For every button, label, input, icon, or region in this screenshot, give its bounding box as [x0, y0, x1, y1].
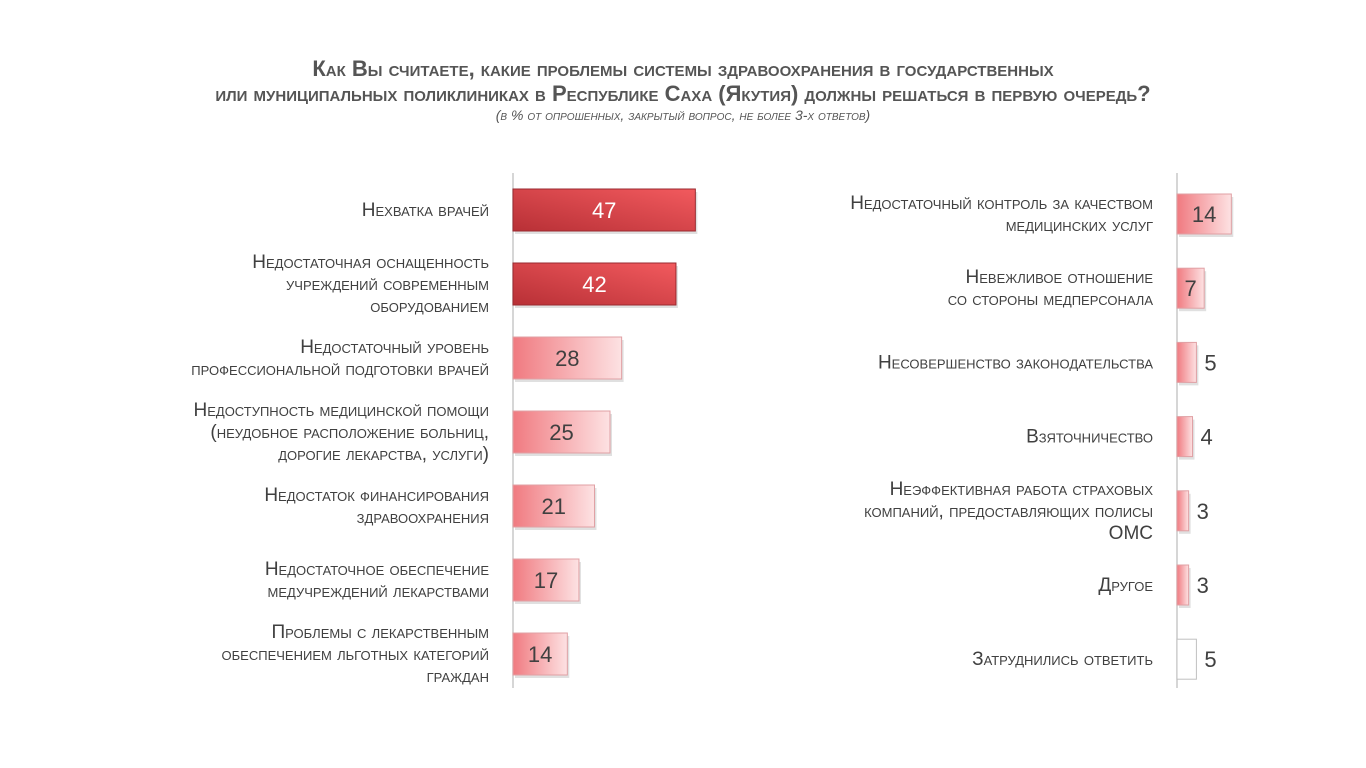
left-bar-1: [512, 188, 696, 232]
right-bar-4: [1176, 416, 1194, 458]
right-bar-3: [1176, 341, 1197, 383]
right-category-label-1: Недостаточный контроль за качеством медиц…: [850, 193, 1153, 236]
right-category-label-4: Взяточничество: [1026, 427, 1153, 448]
right-category-label-line: компаний, предоставляющих полисы: [864, 501, 1153, 522]
left-category-label-line: Нехватка врачей: [362, 200, 489, 221]
right-category-label-line: медицинских услуг: [1006, 215, 1153, 236]
right-category-label-line: Недостаточный контроль за качеством: [850, 193, 1153, 214]
right-category-label-line: Несовершенство законодательства: [878, 352, 1153, 373]
right-value-label-1: 14: [1192, 202, 1216, 227]
left-value-label-3: 28: [555, 346, 579, 371]
left-category-label-line: Проблемы с лекарственным: [272, 622, 490, 643]
right-value-label-2: 7: [1184, 276, 1196, 301]
right-category-label-line: Затруднились ответить: [972, 649, 1153, 670]
left-value-label-2: 42: [582, 272, 606, 297]
left-bar-6: [512, 558, 580, 602]
left-category-label-line: (неудобное расположение больниц,: [210, 422, 489, 443]
right-value-label-5: 3: [1197, 499, 1209, 524]
left-category-label-line: Недоступность медицинской помощи: [194, 400, 490, 421]
right-category-label-6: Другое: [1098, 575, 1153, 596]
left-category-label-line: Недостаточное обеспечение: [265, 559, 490, 580]
left-category-label-line: Недостаток финансирования: [264, 485, 489, 506]
left-category-label-line: Недостаточная оснащенность: [252, 252, 489, 273]
right-value-label-7: 5: [1204, 647, 1216, 672]
left-category-label-3: Недостаточный уровень профессиональной по…: [191, 337, 489, 380]
left-category-label-line: Недостаточный уровень: [300, 337, 489, 358]
left-value-label-4: 25: [549, 420, 573, 445]
chart-title-line-2: или муниципальных поликлиниках в Республ…: [215, 81, 1151, 106]
left-value-label-5: 21: [541, 494, 565, 519]
right-bar-1: [1176, 193, 1232, 235]
left-category-label-line: здравоохранения: [357, 507, 489, 528]
left-category-label-2: Недостаточная оснащенность учреждений сов…: [252, 252, 489, 317]
right-category-label-2: Невежливое отношение со стороны медперсон…: [948, 267, 1154, 310]
left-category-label-4: Недоступность медицинской помощи (неудобн…: [194, 400, 490, 465]
right-bar-2: [1176, 267, 1205, 309]
right-bar-chart: 14 Недостаточный контроль за качеством мед…: [850, 173, 1234, 688]
right-category-label-7: Затруднились ответить: [972, 649, 1153, 670]
left-category-label-line: оборудованием: [370, 296, 489, 317]
right-bar-7: [1176, 638, 1197, 680]
chart-title-block: Как Вы считаете, какие проблемы системы …: [0, 56, 1366, 124]
chart-title-line-1: Как Вы считаете, какие проблемы системы …: [312, 56, 1054, 81]
left-category-label-line: граждан: [427, 666, 489, 687]
left-category-label-line: учреждений современным: [286, 274, 489, 295]
right-category-label-line: Неэффективная работа страховых: [890, 479, 1154, 500]
left-value-label-6: 17: [534, 568, 558, 593]
right-value-label-3: 5: [1204, 350, 1216, 375]
right-category-label-line: Взяточничество: [1026, 427, 1153, 448]
right-value-label-6: 3: [1197, 573, 1209, 598]
left-category-label-line: медучреждений лекарствами: [268, 581, 490, 602]
left-category-label-6: Недостаточное обеспечение медучреждений л…: [265, 559, 490, 602]
left-bar-chart: 47 Нехватка врачей 42 Недостаточная оснащен…: [191, 173, 698, 688]
left-category-label-5: Недостаток финансирования здравоохранения: [264, 485, 489, 528]
right-category-label-line: ОМС: [1109, 523, 1153, 544]
right-category-label-line: Другое: [1098, 575, 1153, 596]
left-value-label-1: 47: [592, 198, 616, 223]
left-category-label-line: профессиональной подготовки врачей: [191, 359, 489, 380]
left-bar-2: [512, 262, 677, 306]
left-bar-7: [512, 632, 568, 676]
left-value-label-7: 14: [528, 642, 552, 667]
right-category-label-line: со стороны медперсонала: [948, 289, 1154, 310]
left-bar-3: [512, 336, 623, 380]
right-bar-5: [1176, 490, 1190, 532]
left-category-label-7: Проблемы с лекарственным обеспечением льг…: [222, 622, 489, 687]
right-bar-6: [1176, 564, 1190, 606]
left-bar-5: [512, 484, 595, 528]
left-category-label-line: дорогие лекарства, услуги): [278, 444, 489, 465]
left-bar-4: [512, 410, 611, 454]
chart-subtitle: (в % от опрошенных, закрытый вопрос, не …: [495, 107, 871, 123]
right-category-label-3: Несовершенство законодательства: [878, 352, 1153, 373]
right-category-label-line: Невежливое отношение: [966, 267, 1154, 288]
left-category-label-1: Нехватка врачей: [362, 200, 489, 221]
right-value-label-4: 4: [1201, 425, 1213, 450]
left-category-label-line: обеспечением льготных категорий: [222, 644, 489, 665]
right-category-label-5: Неэффективная работа страховых компаний, …: [864, 479, 1153, 544]
